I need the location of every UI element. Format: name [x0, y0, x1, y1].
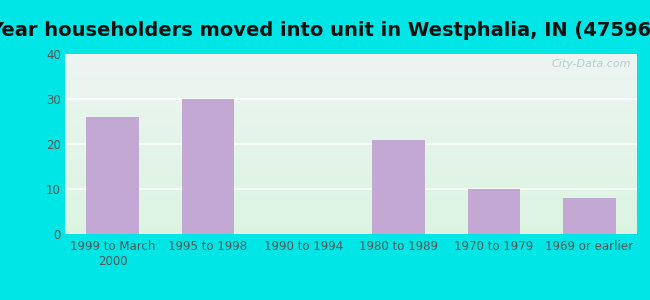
Bar: [372, 140, 425, 234]
Bar: [563, 198, 616, 234]
Text: City-Data.com: City-Data.com: [552, 59, 631, 69]
Bar: [468, 189, 520, 234]
Text: Year householders moved into unit in Westphalia, IN (47596): Year householders moved into unit in Wes…: [0, 21, 650, 40]
Bar: [86, 117, 139, 234]
Bar: [182, 99, 234, 234]
